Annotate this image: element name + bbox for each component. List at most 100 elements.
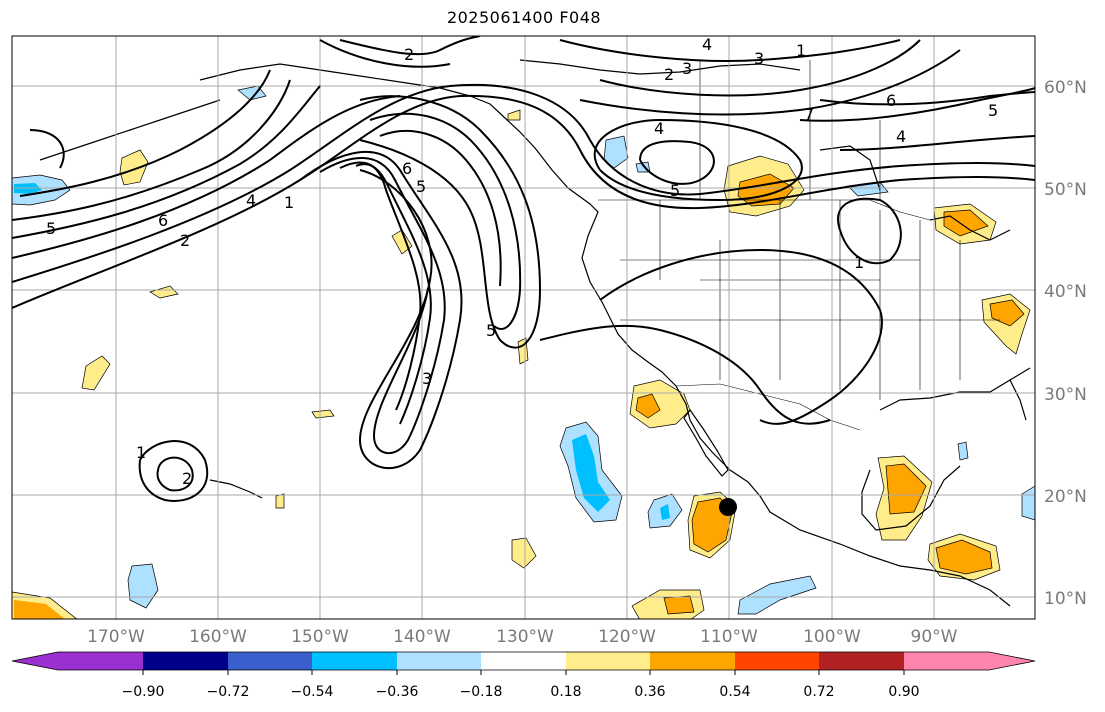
colorbar-tick-label: 0.72 [803, 684, 834, 700]
shade-yellow-pacific6 [275, 493, 285, 509]
colorbar-tick-label: −0.72 [207, 684, 250, 700]
storm-center-marker [719, 498, 737, 516]
contour-jet-c [12, 79, 291, 221]
contour-label: 3 [422, 369, 432, 388]
contour-label-layer: 2 2 3 4 1 3 6 5 4 4 5 7 6 5 6 4 1 2 5 5 … [46, 35, 998, 488]
shade-yellow-gulf [119, 149, 149, 186]
colorbar-tick-label: 0.36 [634, 684, 665, 700]
lon-label-120w: 120°W [598, 627, 656, 647]
contour-alaska-high [339, 36, 481, 56]
lon-label-170w: 170°W [87, 627, 145, 647]
contour-label: 5 [416, 177, 426, 196]
map-frame [11, 35, 1036, 620]
graticule [12, 36, 1035, 619]
contour-highplains2 [837, 197, 902, 265]
colorbar-tick-label: 0.90 [888, 684, 919, 700]
shade-blue-yucatan [957, 441, 969, 461]
coastline-canada [519, 59, 801, 75]
colorbar-tick-label: 0.18 [550, 684, 581, 700]
shade-orange-socal [635, 393, 661, 419]
contour-jet-outer2 [12, 84, 1035, 283]
shade-orange-sw-corner [14, 600, 65, 619]
contour-low-canada [593, 118, 803, 202]
shade-yellow-nw-mex [507, 109, 521, 121]
colorbar-bin [904, 652, 989, 670]
colorbar: −0.90 −0.72 −0.54 −0.36 −0.18 0.18 0.36 … [11, 651, 1036, 700]
contour-jet-e [29, 129, 65, 169]
lon-label-160w: 160°W [189, 627, 247, 647]
contour-label: 3 [682, 59, 692, 78]
colorbar-bin [735, 652, 819, 670]
coastline-gulf-mx [861, 465, 961, 531]
contour-label: 4 [702, 35, 712, 54]
lat-label-50n: 50°N [1044, 180, 1087, 200]
colorbar-bin [228, 652, 312, 670]
contour-ridge-bc3 [379, 129, 502, 287]
contour-label: 6 [886, 91, 896, 110]
contour-label: 1 [284, 193, 294, 212]
colorbar-tick-label: −0.90 [122, 684, 165, 700]
shade-orange-ohio [989, 299, 1025, 327]
contour-north4 [799, 87, 1035, 122]
lat-label-40n: 40°N [1044, 282, 1087, 302]
latitude-labels: 60°N 50°N 40°N 30°N 20°N 10°N [1044, 78, 1087, 609]
contour-label: 1 [854, 253, 864, 272]
longitude-labels: 170°W 160°W 150°W 140°W 130°W 120°W 110°… [87, 627, 958, 647]
lon-label-110w: 110°W [700, 627, 758, 647]
shade-yellow-pacific4 [311, 409, 335, 419]
colorbar-ticks [142, 670, 905, 675]
contour-ridge-bc [359, 95, 542, 349]
contour-desert [539, 324, 831, 425]
lon-label-130w: 130°W [496, 627, 554, 647]
lat-label-60n: 60°N [1044, 78, 1087, 98]
colorbar-bin [143, 652, 228, 670]
colorbar-bin [566, 652, 650, 670]
shade-cyan-offshore [660, 504, 670, 520]
contour-highplains [599, 248, 883, 425]
colorbar-bin [58, 652, 143, 670]
colorbar-bin [819, 652, 904, 670]
contour-ne-high [839, 135, 1035, 151]
contour-low-hawaii-inner [156, 456, 194, 492]
colorbar-outline [11, 651, 1036, 671]
colorbar-tick-labels: −0.90 −0.72 −0.54 −0.36 −0.18 0.18 0.36 … [122, 684, 920, 700]
shade-orange-south [663, 595, 695, 615]
map-background [12, 36, 1035, 619]
coastline-hudson [819, 145, 881, 191]
coastline-florida [1009, 379, 1027, 421]
contour-label: 5 [988, 101, 998, 120]
colorbar-extend-high [989, 652, 1035, 670]
contour-layer [12, 36, 1035, 502]
contour-north3 [579, 49, 961, 116]
contour-label: 2 [404, 45, 414, 64]
map-title: 2025061400 F048 [446, 8, 602, 27]
contour-label: 5 [670, 181, 680, 200]
colorbar-tick-label: 0.54 [719, 684, 750, 700]
lon-label-100w: 100°W [803, 627, 861, 647]
coastline-greatlakes [929, 215, 1011, 241]
lon-label-90w: 90°W [911, 627, 958, 647]
lat-label-10n: 10°N [1044, 589, 1087, 609]
coastline-aleutians [39, 99, 221, 161]
contour-alaska-high2 [319, 39, 451, 68]
colorbar-tick-label: −0.18 [460, 684, 503, 700]
contour-label: 2 [180, 231, 190, 250]
contour-trough-inner3 [355, 163, 422, 411]
shade-orange-gulf-mx [885, 463, 927, 515]
contour-label: 4 [654, 119, 664, 138]
colorbar-tick-label: −0.36 [376, 684, 419, 700]
contour-label: 1 [796, 41, 806, 60]
colorbar-bin [650, 652, 735, 670]
contour-label: 6 [402, 159, 412, 178]
contour-jet-b [12, 85, 321, 239]
contour-label: 6 [158, 211, 168, 230]
colorbar-extend-low [12, 652, 58, 670]
border-us-canada [598, 199, 931, 221]
contour-label: 2 [182, 469, 192, 488]
contour-label: 3 [754, 49, 764, 68]
shade-yellow-pacific2 [149, 285, 179, 299]
colorbar-bin [397, 652, 481, 670]
contour-low-canada2 [639, 140, 715, 185]
shade-blue-canada1 [603, 135, 629, 169]
